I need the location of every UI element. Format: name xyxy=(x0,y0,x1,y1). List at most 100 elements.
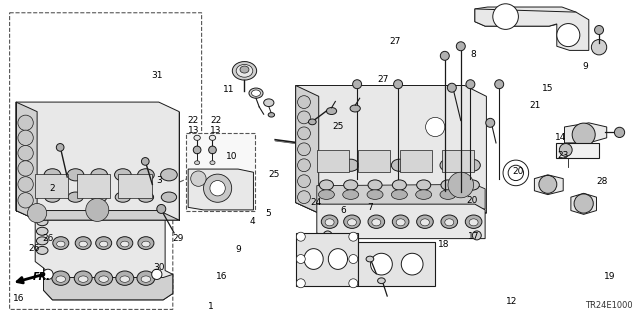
Text: 22: 22 xyxy=(210,116,221,125)
Text: 27: 27 xyxy=(390,37,401,46)
Text: 10: 10 xyxy=(226,152,237,161)
Circle shape xyxy=(191,171,206,186)
Circle shape xyxy=(209,146,216,154)
Circle shape xyxy=(486,118,495,127)
Ellipse shape xyxy=(138,169,154,181)
Ellipse shape xyxy=(117,237,133,249)
Ellipse shape xyxy=(91,169,108,181)
Ellipse shape xyxy=(142,241,150,247)
Ellipse shape xyxy=(92,192,107,202)
Text: 5: 5 xyxy=(266,209,271,218)
Text: 17: 17 xyxy=(468,232,479,241)
Ellipse shape xyxy=(350,105,360,112)
Polygon shape xyxy=(16,102,37,220)
Ellipse shape xyxy=(56,276,65,282)
Ellipse shape xyxy=(420,219,429,226)
Ellipse shape xyxy=(440,190,456,199)
Circle shape xyxy=(353,80,362,89)
Polygon shape xyxy=(296,233,358,286)
Text: 25: 25 xyxy=(268,170,280,179)
Ellipse shape xyxy=(36,237,48,245)
Ellipse shape xyxy=(367,159,383,171)
Ellipse shape xyxy=(138,192,154,202)
Ellipse shape xyxy=(401,253,423,275)
Ellipse shape xyxy=(236,64,253,77)
Ellipse shape xyxy=(417,180,431,190)
Text: 26: 26 xyxy=(28,244,40,253)
Ellipse shape xyxy=(96,237,112,249)
Text: 3: 3 xyxy=(156,176,161,185)
Ellipse shape xyxy=(440,159,456,171)
Polygon shape xyxy=(16,211,179,220)
Circle shape xyxy=(298,96,310,108)
Polygon shape xyxy=(475,9,589,50)
Ellipse shape xyxy=(319,159,334,171)
Polygon shape xyxy=(571,193,596,214)
Ellipse shape xyxy=(138,237,154,249)
Ellipse shape xyxy=(56,241,65,247)
Ellipse shape xyxy=(319,180,333,190)
Circle shape xyxy=(447,83,456,92)
Ellipse shape xyxy=(121,241,129,247)
Circle shape xyxy=(493,4,518,29)
Circle shape xyxy=(18,130,33,145)
Ellipse shape xyxy=(76,237,92,249)
Ellipse shape xyxy=(79,276,88,282)
Text: 9: 9 xyxy=(582,63,588,71)
Ellipse shape xyxy=(445,219,454,226)
Bar xyxy=(358,150,390,172)
Ellipse shape xyxy=(368,180,382,190)
Text: 30: 30 xyxy=(153,263,164,272)
Ellipse shape xyxy=(325,219,334,226)
Circle shape xyxy=(296,232,305,241)
Ellipse shape xyxy=(304,249,323,269)
Bar xyxy=(118,174,152,198)
Ellipse shape xyxy=(465,215,482,228)
Circle shape xyxy=(193,146,201,154)
Circle shape xyxy=(298,175,310,188)
Polygon shape xyxy=(296,203,486,213)
Circle shape xyxy=(18,161,33,176)
Bar xyxy=(317,150,349,172)
Ellipse shape xyxy=(366,256,374,262)
Ellipse shape xyxy=(416,190,432,199)
Ellipse shape xyxy=(372,219,381,226)
Ellipse shape xyxy=(100,241,108,247)
Ellipse shape xyxy=(74,271,92,286)
Ellipse shape xyxy=(141,276,151,282)
Circle shape xyxy=(349,255,358,263)
Ellipse shape xyxy=(36,227,48,235)
Circle shape xyxy=(56,144,64,151)
Ellipse shape xyxy=(348,219,356,226)
Circle shape xyxy=(86,198,109,221)
Text: 13: 13 xyxy=(210,126,221,135)
Polygon shape xyxy=(317,184,485,209)
Text: 20: 20 xyxy=(467,197,478,205)
Ellipse shape xyxy=(195,161,200,165)
Polygon shape xyxy=(296,85,486,213)
Ellipse shape xyxy=(465,180,479,190)
Circle shape xyxy=(141,158,149,165)
Text: 9: 9 xyxy=(236,245,241,254)
Circle shape xyxy=(296,279,305,288)
Text: 26: 26 xyxy=(42,234,54,243)
Text: 7: 7 xyxy=(367,203,372,212)
Circle shape xyxy=(349,279,358,288)
Circle shape xyxy=(296,255,305,263)
Text: FR.: FR. xyxy=(33,272,51,282)
Text: 16: 16 xyxy=(216,272,227,281)
Circle shape xyxy=(426,117,445,137)
Circle shape xyxy=(572,123,595,146)
Text: 22: 22 xyxy=(188,116,199,125)
Polygon shape xyxy=(358,242,435,286)
Text: 21: 21 xyxy=(529,101,541,110)
Polygon shape xyxy=(534,175,563,195)
Ellipse shape xyxy=(52,237,69,249)
Ellipse shape xyxy=(232,62,257,80)
Circle shape xyxy=(152,269,162,279)
Text: 29: 29 xyxy=(172,234,184,243)
Circle shape xyxy=(349,232,358,241)
Ellipse shape xyxy=(249,88,263,98)
Text: 13: 13 xyxy=(188,126,199,135)
Ellipse shape xyxy=(441,180,455,190)
